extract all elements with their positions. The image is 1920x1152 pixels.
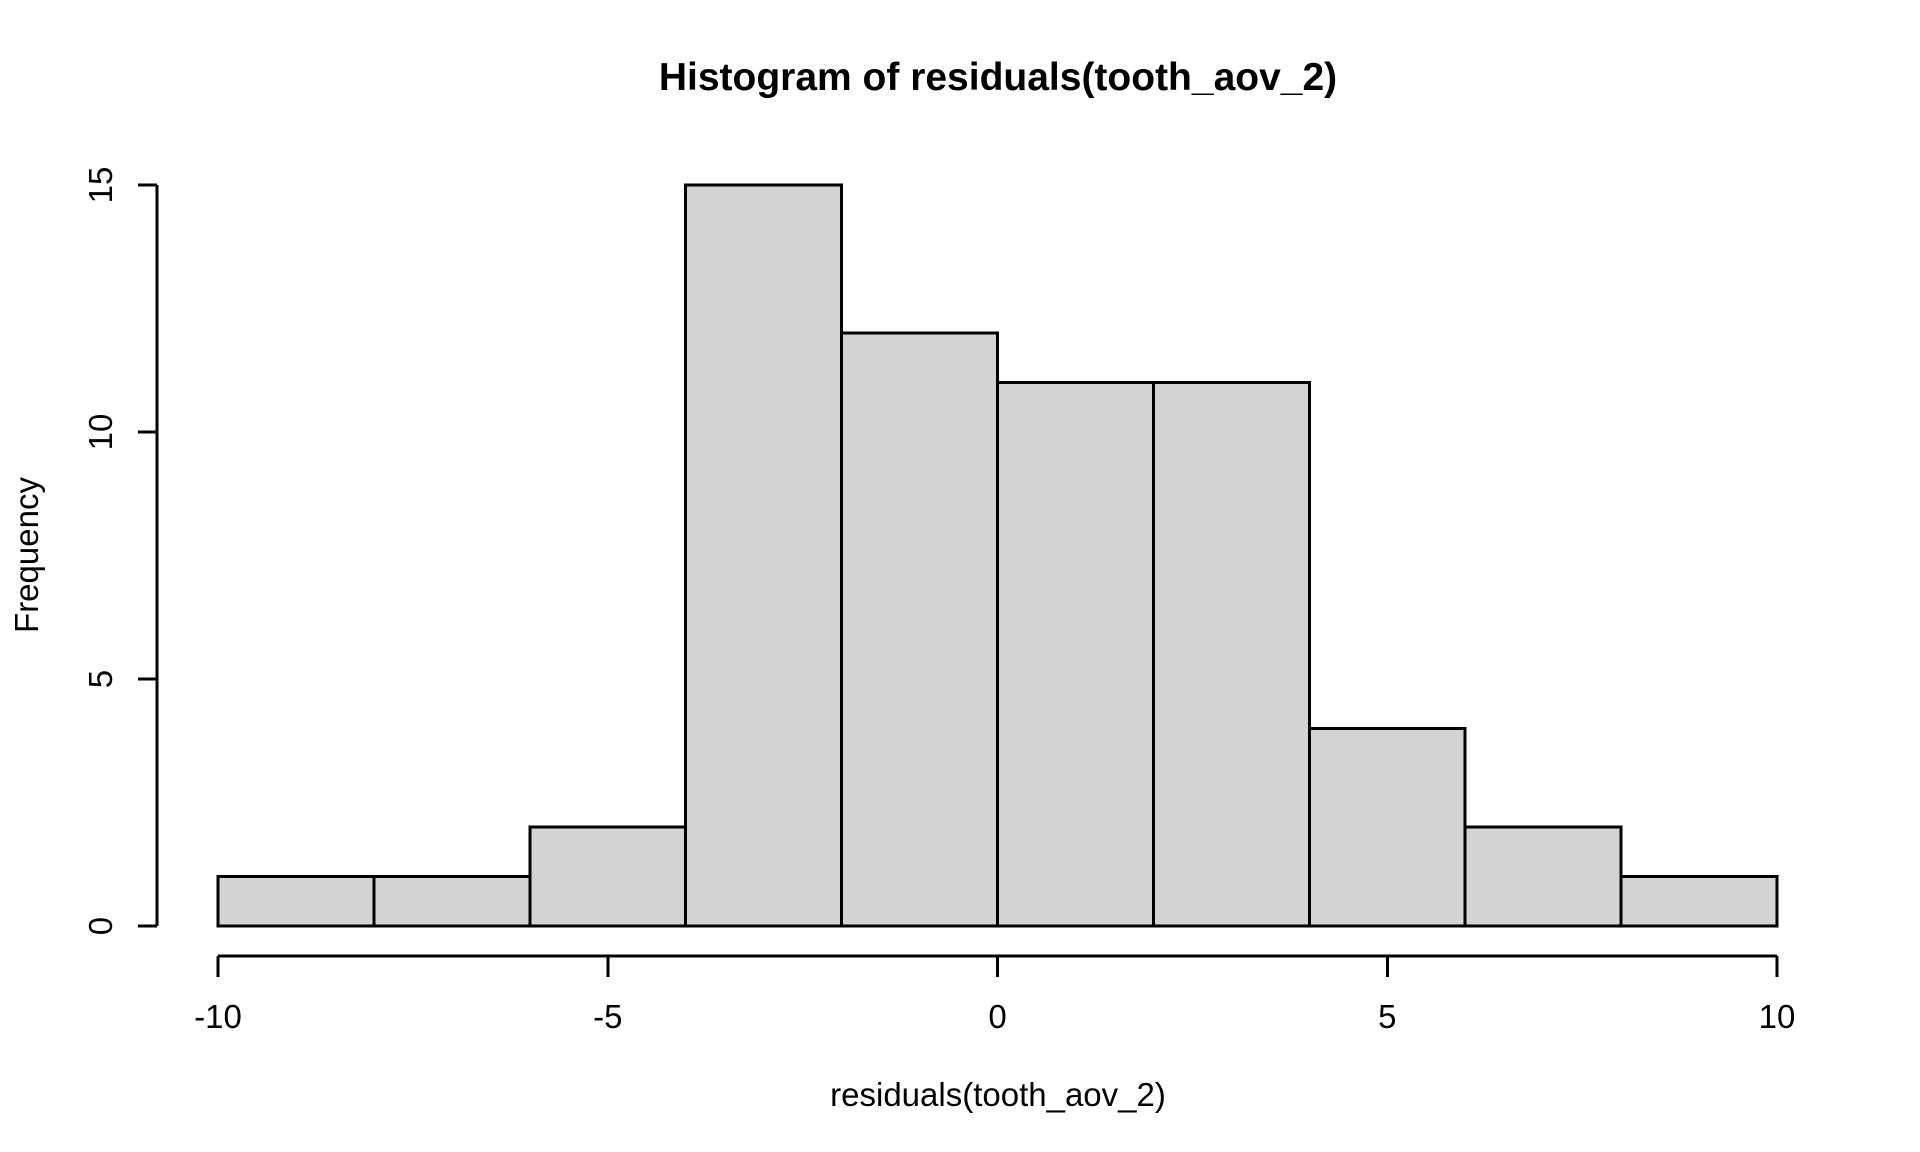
histogram-bar: [684, 183, 844, 928]
histogram-bar: [1151, 381, 1311, 928]
histogram-bar: [1619, 875, 1779, 928]
chart-title: Histogram of residuals(tooth_aov_2): [658, 56, 1338, 99]
histogram-bar: [372, 875, 532, 928]
histogram-bar: [996, 381, 1155, 928]
x-tick-label: -5: [593, 998, 622, 1035]
histogram-bar: [840, 331, 999, 928]
x-axis-label: residuals(tooth_aov_2): [830, 1076, 1166, 1113]
x-tick-label: -10: [194, 998, 242, 1035]
histogram-bar: [1307, 726, 1467, 928]
y-tick-label: 15: [82, 167, 119, 204]
histogram-bar: [216, 875, 376, 928]
y-axis-label: Frequency: [8, 477, 45, 633]
x-tick-label: 5: [1378, 998, 1396, 1035]
y-tick-label: 5: [82, 670, 119, 688]
histogram-bar: [528, 825, 688, 928]
x-tick-label: 10: [1759, 998, 1796, 1035]
y-tick-label: 10: [82, 414, 119, 451]
x-tick-label: 0: [988, 998, 1006, 1035]
y-tick-label: 0: [82, 917, 119, 935]
histogram-bar: [1463, 825, 1623, 928]
